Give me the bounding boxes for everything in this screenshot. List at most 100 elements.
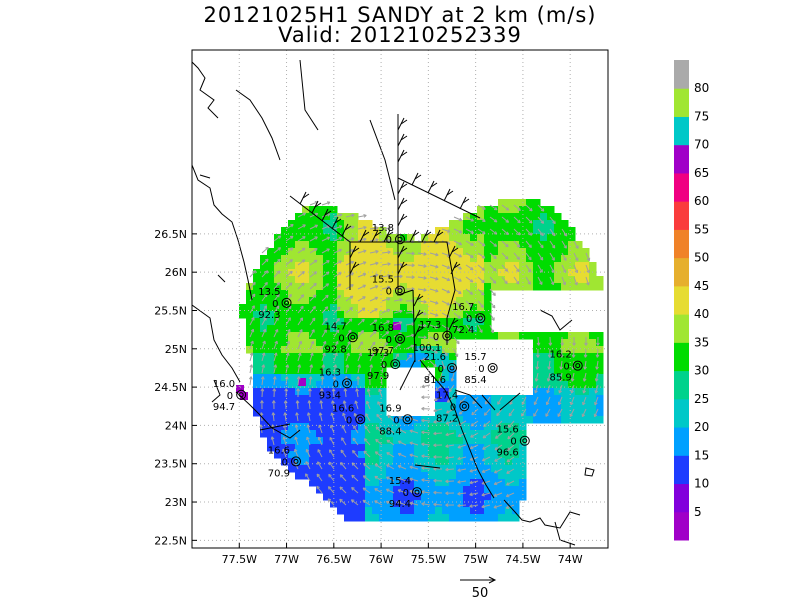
station-marker-inner bbox=[397, 288, 403, 294]
coastline-segment bbox=[299, 59, 319, 131]
station-marker bbox=[487, 362, 498, 373]
wind-barb-flag bbox=[400, 151, 408, 157]
station-speed: 16.2 bbox=[549, 350, 571, 361]
station-pressure: 72.4 bbox=[452, 325, 474, 336]
wind-barb-flag bbox=[386, 231, 394, 237]
colorbar-swatch bbox=[674, 60, 689, 89]
station-speed: 14.7 bbox=[324, 321, 346, 332]
wind-barb-flag bbox=[400, 247, 408, 253]
station-marker-inner bbox=[477, 315, 483, 321]
wind-barb-flag bbox=[324, 210, 332, 216]
wind-barb-flag bbox=[400, 199, 408, 205]
y-tick-label: 23N bbox=[165, 496, 187, 509]
wind-barb-flag bbox=[302, 193, 310, 199]
x-tick-label: 75W bbox=[463, 553, 488, 566]
station-speed: 13.5 bbox=[258, 287, 280, 298]
wind-barb-flag bbox=[430, 182, 438, 188]
wind-barb-flag bbox=[462, 198, 470, 204]
colorbar-label: 75 bbox=[694, 109, 709, 123]
wind-barb-flag bbox=[400, 215, 408, 221]
wind-barb-flag bbox=[416, 327, 424, 333]
station-speed: 15.6 bbox=[497, 425, 519, 436]
colorbar-swatch bbox=[674, 314, 689, 343]
station-marker bbox=[459, 401, 470, 412]
colorbar-swatch bbox=[674, 342, 689, 372]
station-marker bbox=[442, 330, 453, 341]
wind-barb-flag bbox=[424, 231, 432, 237]
station-marker-inner bbox=[414, 489, 420, 495]
colorbar-swatch bbox=[674, 370, 689, 400]
wind-barb-flag bbox=[352, 263, 360, 269]
wind-barb-flag bbox=[362, 231, 370, 237]
station-zero: 0 bbox=[386, 287, 392, 298]
colorbar-swatch bbox=[674, 172, 689, 202]
wind-barb-flag bbox=[446, 190, 454, 196]
coastline-segment bbox=[192, 50, 219, 119]
station-speed: 17.3 bbox=[419, 320, 441, 331]
x-tick-label: 74W bbox=[558, 553, 583, 566]
station-pressure: 81.6 bbox=[424, 375, 446, 386]
colorbar-swatch bbox=[674, 511, 689, 541]
wind-barb-flag bbox=[416, 295, 424, 301]
station-pressure: 97.7 bbox=[372, 346, 394, 357]
flight-track bbox=[499, 392, 521, 411]
wind-barb-flag bbox=[451, 319, 459, 325]
coastline-segment bbox=[211, 379, 221, 403]
map-title: 20121025H1 SANDY at 2 km (m/s) bbox=[203, 3, 597, 27]
colorbar-swatch bbox=[674, 229, 689, 259]
station-zero: 0 bbox=[346, 415, 352, 426]
station-zero: 0 bbox=[338, 333, 344, 344]
wind-barb-flag bbox=[400, 183, 408, 189]
station-marker-inner bbox=[392, 361, 398, 367]
station-zero: 0 bbox=[272, 299, 278, 310]
station-speed: 16.0 bbox=[213, 379, 235, 390]
station-pressure: 85.9 bbox=[549, 373, 571, 384]
wind-barb-flag bbox=[344, 225, 352, 231]
station-marker bbox=[291, 456, 301, 467]
coastline-segment bbox=[235, 89, 281, 161]
station-zero: 0 bbox=[393, 415, 399, 426]
colorbar-swatch bbox=[674, 427, 689, 456]
station-zero: 0 bbox=[450, 402, 456, 413]
station-marker-inner bbox=[284, 300, 290, 306]
station-speed: 16.3 bbox=[319, 367, 341, 378]
station-zero: 0 bbox=[563, 362, 569, 373]
reference-vector-label: 50 bbox=[472, 586, 489, 600]
coastline-segment bbox=[539, 309, 573, 331]
station-marker-inner bbox=[357, 416, 363, 422]
colorbar-label: 40 bbox=[694, 307, 709, 321]
station-zero: 0 bbox=[227, 391, 233, 402]
station-speed: 13.8 bbox=[372, 223, 394, 234]
y-tick-label: 26N bbox=[165, 266, 187, 279]
flight-tracks bbox=[259, 114, 521, 469]
wind-barb-flag bbox=[400, 263, 408, 269]
colorbar-swatch bbox=[674, 257, 689, 287]
wind-barb-flag bbox=[352, 247, 360, 253]
station-marker bbox=[572, 360, 583, 371]
colorbar-swatch bbox=[674, 88, 689, 117]
colorbar-label: 10 bbox=[694, 477, 709, 491]
wind-barb-flag bbox=[400, 135, 408, 141]
colorbar-swatch bbox=[674, 455, 689, 485]
flight-track bbox=[412, 289, 416, 363]
station-pressure: 88.4 bbox=[379, 426, 401, 437]
colorbar-label: 45 bbox=[694, 279, 709, 293]
wind-barb-flag bbox=[414, 174, 422, 180]
station-pressure: 100.1 bbox=[413, 343, 442, 354]
station-marker-inner bbox=[397, 236, 403, 242]
station-marker bbox=[402, 414, 413, 425]
coastline-segment bbox=[419, 359, 495, 499]
colorbar-label: 15 bbox=[694, 448, 709, 462]
station-pressure: 96.6 bbox=[497, 448, 519, 459]
station-pressure: 92.8 bbox=[324, 344, 346, 355]
station-marker bbox=[236, 389, 247, 400]
station-marker-inner bbox=[238, 392, 244, 398]
colorbar-swatch bbox=[674, 144, 689, 174]
coastline-segment bbox=[554, 521, 576, 546]
station-marker bbox=[395, 333, 405, 344]
